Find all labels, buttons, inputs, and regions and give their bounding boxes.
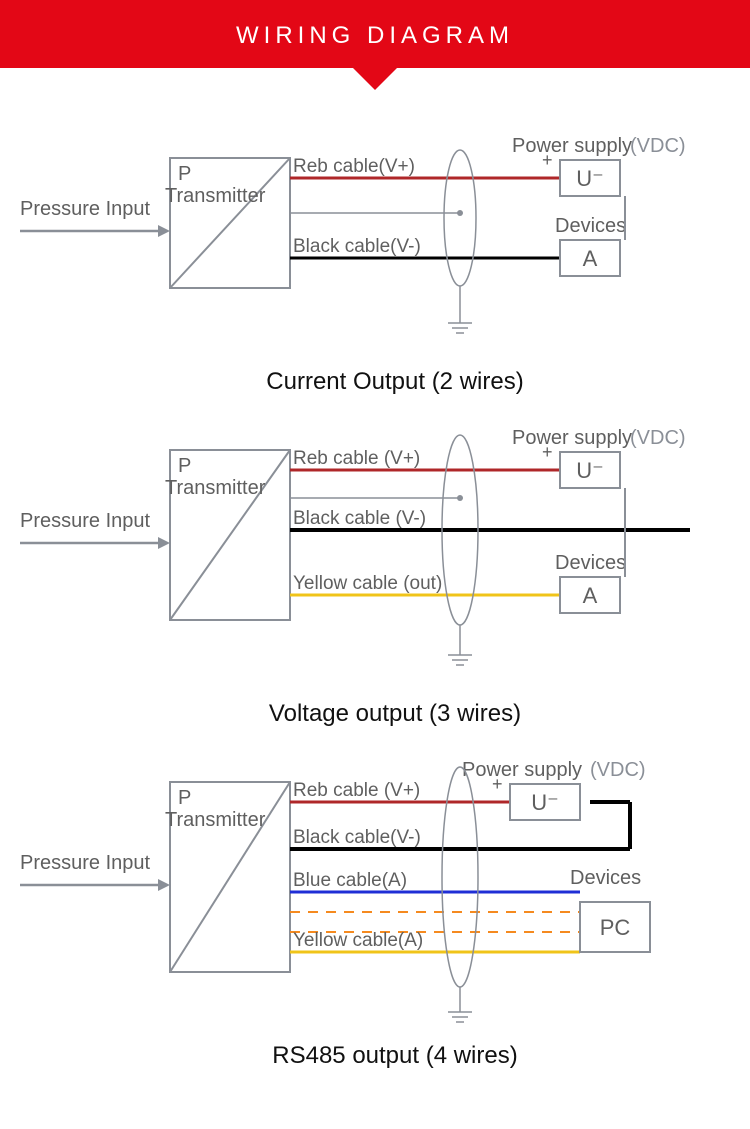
svg-text:A: A — [583, 246, 598, 271]
wire-label-2: Yellow cable (out) — [293, 573, 442, 594]
wire-label-2: Blue cable(A) — [293, 870, 407, 891]
diagram-svg-rs485: Pressure Input PTransmitter Reb cable (V+)… — [10, 752, 740, 1042]
svg-text:U⁻: U⁻ — [531, 790, 559, 815]
diagram-rs485: Pressure Input PTransmitter Reb cable (V+)… — [10, 752, 740, 1070]
wire-label-0: Reb cable(V+) — [293, 156, 415, 177]
wire-label-0: Reb cable (V+) — [293, 780, 420, 801]
banner-title: WIRING DIAGRAM — [236, 22, 514, 49]
power-supply-label: Power supply — [512, 427, 632, 449]
pressure-input-label: Pressure Input — [20, 510, 151, 532]
vdc-label: (VDC) — [630, 427, 686, 449]
pc-label: PC — [600, 915, 631, 940]
vdc-label: (VDC) — [590, 759, 646, 781]
devices-label: Devices — [570, 867, 641, 889]
svg-text:U⁻: U⁻ — [576, 458, 604, 483]
transmitter-label: Transmitter — [165, 477, 266, 499]
pressure-input-label: Pressure Input — [20, 198, 151, 220]
banner-arrow-icon — [353, 68, 397, 90]
wire-label-1: Black cable(V-) — [293, 236, 421, 257]
svg-text:A: A — [583, 583, 598, 608]
diagram-voltage: Pressure Input PTransmitter Reb cable (V+)… — [10, 420, 740, 728]
devices-label: Devices — [555, 552, 626, 574]
devices-label: Devices — [555, 215, 626, 237]
diagram-svg-current: Pressure Input PTransmitter Reb cable(V+) U… — [10, 128, 740, 368]
p-symbol: P — [178, 163, 191, 185]
transmitter-label: Transmitter — [165, 809, 266, 831]
power-supply-label: Power supply — [512, 135, 632, 157]
diagrams-container: Pressure InputPTransmitterReb cable(V+)U… — [0, 68, 750, 1114]
wire-label-1: Black cable(V-) — [293, 827, 421, 848]
wire-label-0: Reb cable (V+) — [293, 448, 420, 469]
wire-label-1: Black cable (V-) — [293, 508, 426, 529]
pressure-input-label: Pressure Input — [20, 852, 151, 874]
wire-label-3: Yellow cable(A) — [293, 930, 423, 951]
svg-text:U⁻: U⁻ — [576, 166, 604, 191]
header-banner: WIRING DIAGRAM — [0, 0, 750, 68]
caption-voltage: Voltage output (3 wires) — [10, 700, 740, 728]
power-supply-label: Power supply — [462, 759, 582, 781]
vdc-label: (VDC) — [630, 135, 686, 157]
caption-current: Current Output (2 wires) — [10, 368, 740, 396]
caption-rs485: RS485 output (4 wires) — [10, 1042, 740, 1070]
diagram-svg-voltage: Pressure Input PTransmitter Reb cable (V+)… — [10, 420, 740, 700]
p-symbol: P — [178, 455, 191, 477]
diagram-current: Pressure Input PTransmitter Reb cable(V+) U… — [10, 128, 740, 396]
transmitter-label: Transmitter — [165, 185, 266, 207]
p-symbol: P — [178, 787, 191, 809]
